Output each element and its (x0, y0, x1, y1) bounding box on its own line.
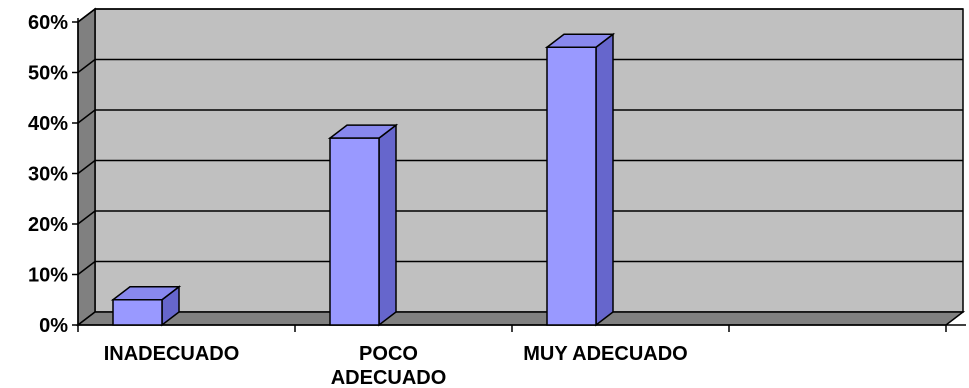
bar (546, 46, 597, 326)
y-tick-label: 20% (28, 214, 68, 236)
x-category-label: MUY ADECUADO (523, 343, 687, 365)
bar (112, 299, 163, 326)
y-tick-label: 40% (28, 113, 68, 135)
y-tick-label: 0% (39, 315, 68, 337)
gridline (77, 260, 963, 276)
gridline (77, 159, 963, 175)
gridline (77, 58, 963, 74)
gridline (77, 109, 963, 124)
y-tick-label: 50% (28, 63, 68, 85)
gridline (77, 210, 963, 225)
y-tick-label: 30% (28, 164, 68, 186)
y-tick-label: 60% (28, 12, 68, 34)
floor (75, 311, 966, 326)
y-tick-label: 10% (28, 265, 68, 287)
gridline (77, 8, 963, 23)
bar-side (378, 123, 397, 327)
x-category-label: INADECUADO (104, 343, 240, 365)
x-category-label: POCO (359, 343, 418, 365)
x-category-label: ADECUADO (331, 367, 447, 388)
bar-side (595, 32, 614, 327)
bar (329, 137, 380, 326)
